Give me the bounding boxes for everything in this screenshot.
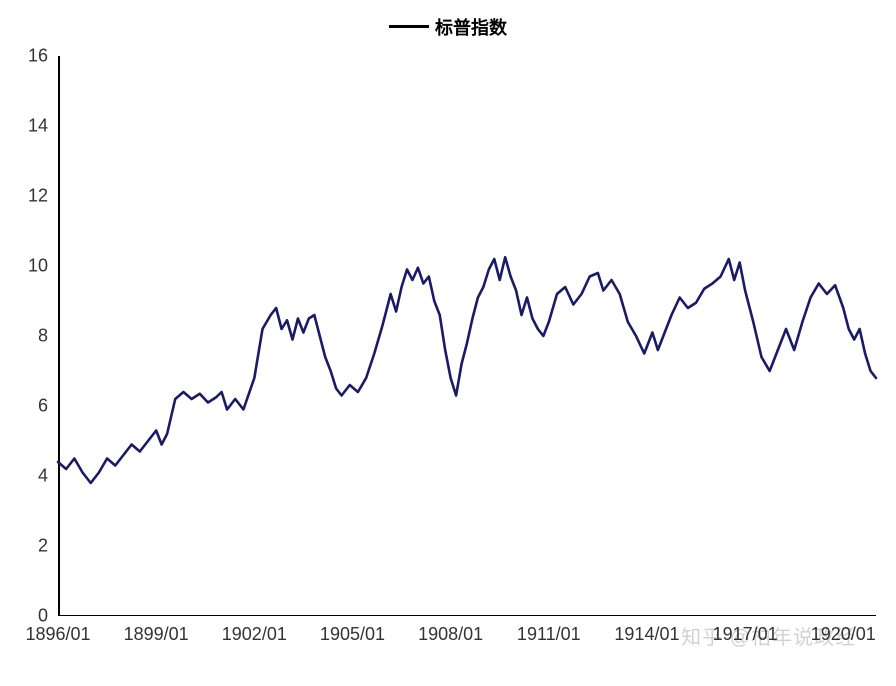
y-tick-label: 8	[38, 326, 48, 347]
y-tick-label: 10	[28, 256, 48, 277]
legend-line-swatch	[389, 25, 429, 28]
y-tick-label: 16	[28, 46, 48, 67]
y-tick-label: 12	[28, 186, 48, 207]
x-tick-label: 1899/01	[124, 624, 189, 645]
line-svg	[58, 56, 876, 616]
x-tick-label: 1896/01	[25, 624, 90, 645]
y-tick-label: 14	[28, 116, 48, 137]
y-tick-label: 2	[38, 536, 48, 557]
x-tick-label: 1905/01	[320, 624, 385, 645]
y-tick-label: 6	[38, 396, 48, 417]
x-tick-label: 1908/01	[418, 624, 483, 645]
chart-legend: 标普指数	[0, 12, 896, 40]
x-tick-label: 1911/01	[517, 624, 581, 645]
y-tick-label: 4	[38, 466, 48, 487]
x-tick-label: 1920/01	[811, 624, 876, 645]
chart-container: 标普指数 02468101214161896/011899/011902/011…	[0, 0, 896, 686]
x-tick-label: 1917/01	[713, 624, 778, 645]
x-tick-label: 1914/01	[614, 624, 679, 645]
plot-area: 02468101214161896/011899/011902/011905/0…	[58, 56, 876, 616]
series-line	[58, 257, 876, 483]
legend-label: 标普指数	[435, 14, 507, 40]
x-tick-label: 1902/01	[222, 624, 287, 645]
